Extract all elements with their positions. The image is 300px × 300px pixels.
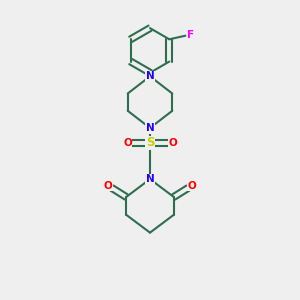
Text: N: N	[146, 174, 154, 184]
Text: F: F	[187, 30, 194, 40]
Text: O: O	[123, 138, 132, 148]
Text: O: O	[103, 181, 112, 191]
Text: O: O	[168, 138, 177, 148]
Text: S: S	[146, 136, 154, 149]
Text: O: O	[188, 181, 197, 191]
Text: N: N	[146, 71, 154, 81]
Text: N: N	[146, 123, 154, 133]
